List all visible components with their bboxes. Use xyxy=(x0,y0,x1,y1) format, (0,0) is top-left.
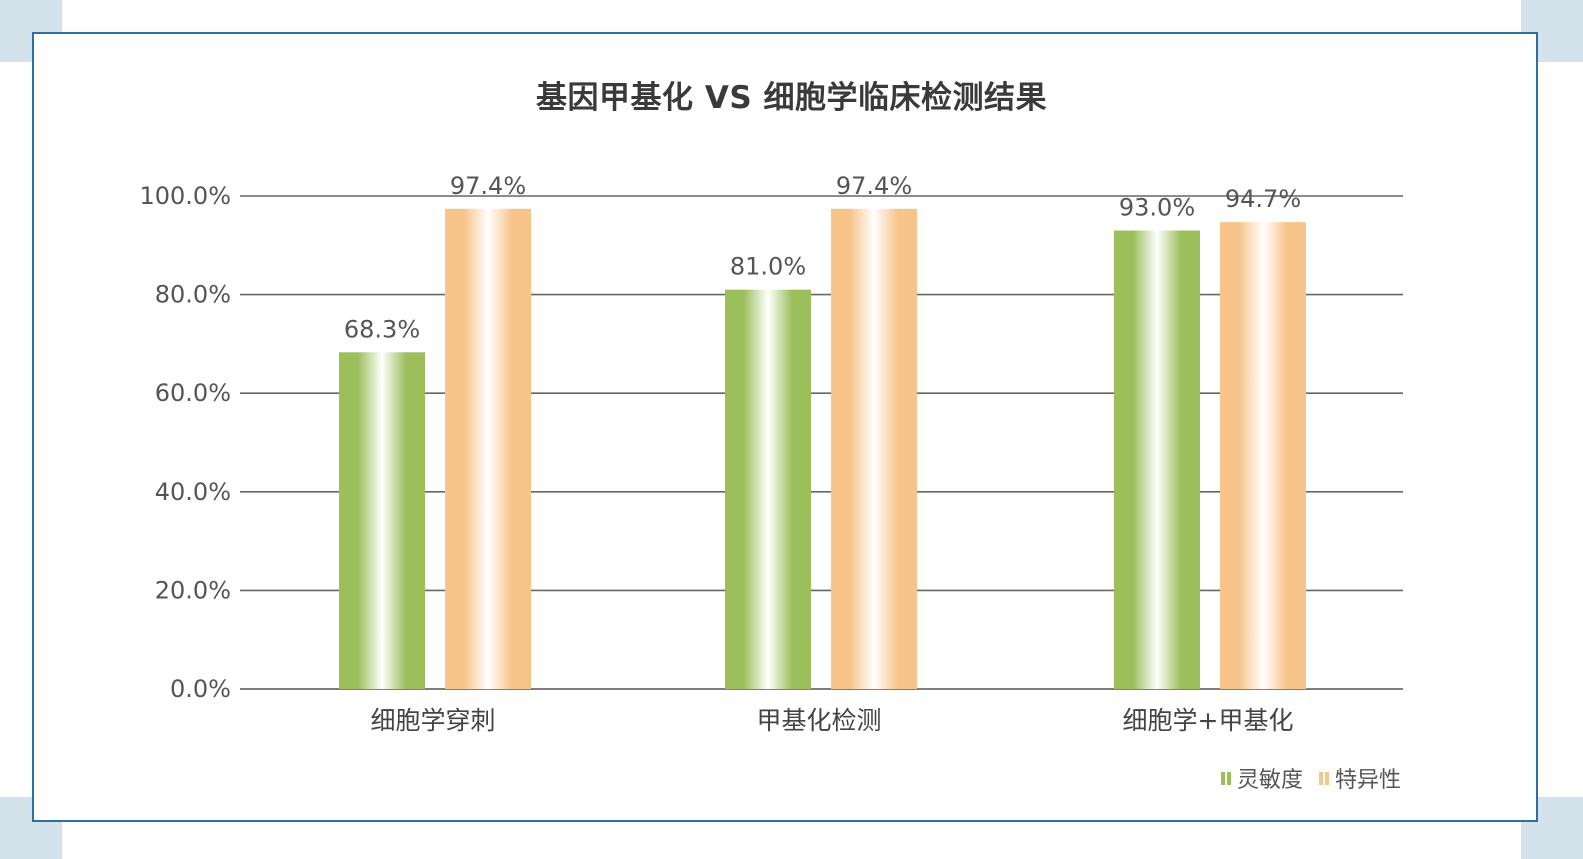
y-tick-label: 20.0% xyxy=(155,576,231,604)
y-tick-label: 60.0% xyxy=(155,379,231,407)
y-tick-label: 0.0% xyxy=(170,675,231,703)
bar xyxy=(725,289,811,689)
y-tick-label: 80.0% xyxy=(155,281,231,309)
bars xyxy=(339,208,1306,689)
x-axis: 细胞学穿刺 甲基化检测 细胞学+甲基化 xyxy=(370,706,1293,735)
x-tick-label: 细胞学+甲基化 xyxy=(1123,706,1294,735)
bar xyxy=(1220,222,1306,689)
data-label: 97.4% xyxy=(836,172,912,200)
data-label: 94.7% xyxy=(1225,185,1301,213)
legend-label: 特异性 xyxy=(1334,768,1401,793)
y-tick-label: 40.0% xyxy=(155,478,231,506)
bar xyxy=(1114,230,1200,689)
data-labels: 68.3% 81.0% 93.0% 97.4% 97.4% 94.7% xyxy=(344,172,1301,343)
data-label: 93.0% xyxy=(1119,194,1195,222)
chart-title: 基因甲基化 VS 细胞学临床检测结果 xyxy=(536,80,1047,116)
data-label: 81.0% xyxy=(730,253,806,281)
bar xyxy=(339,352,425,689)
y-tick-label: 100.0% xyxy=(139,182,231,210)
legend-swatch-icon xyxy=(1220,771,1231,785)
y-axis: 0.0% 20.0% 40.0% 60.0% 80.0% 100.0% xyxy=(139,182,231,703)
bar xyxy=(831,208,917,689)
bar xyxy=(445,208,531,689)
data-label: 97.4% xyxy=(450,172,526,200)
gridlines xyxy=(240,195,1403,690)
legend: 灵敏度 特异性 xyxy=(1220,762,1401,794)
legend-item-specificity: 特异性 xyxy=(1318,762,1401,794)
x-tick-label: 甲基化检测 xyxy=(756,706,881,735)
data-label: 68.3% xyxy=(344,315,420,343)
legend-label: 灵敏度 xyxy=(1236,768,1303,793)
x-tick-label: 细胞学穿刺 xyxy=(370,706,495,735)
legend-swatch-icon xyxy=(1318,771,1329,785)
legend-item-sensitivity: 灵敏度 xyxy=(1220,762,1303,794)
